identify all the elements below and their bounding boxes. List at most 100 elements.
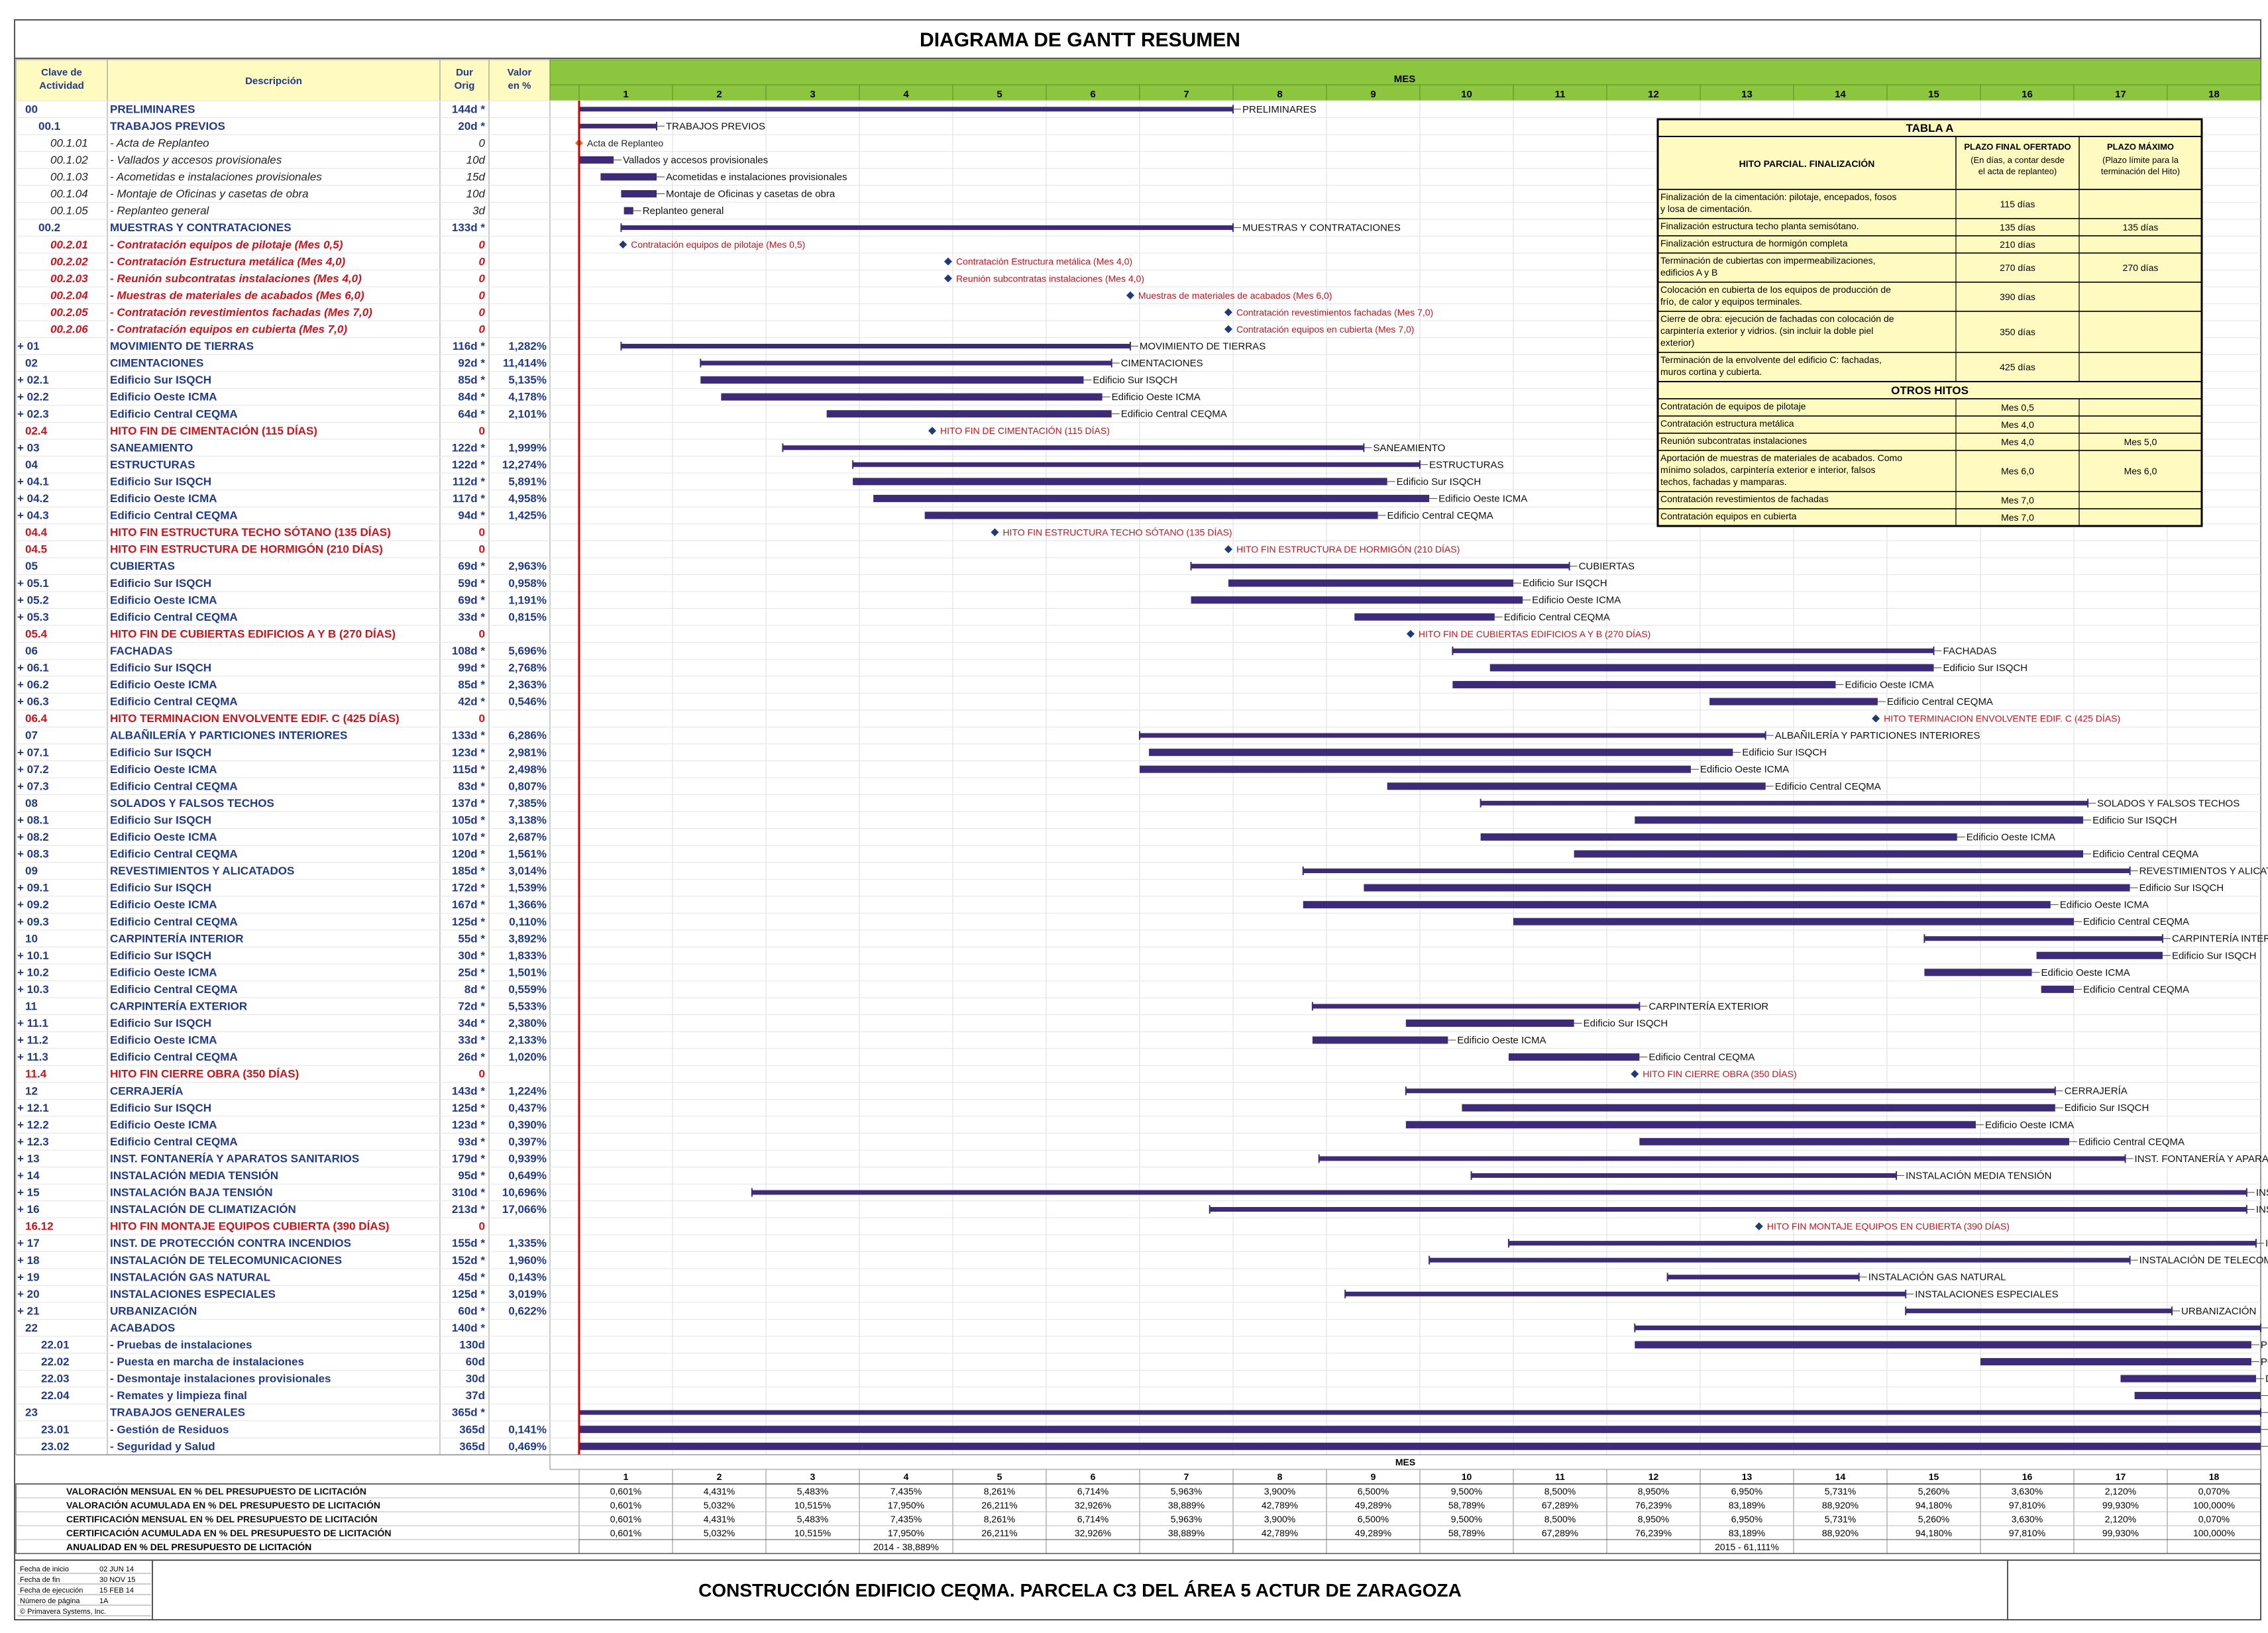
bar-label: MUESTRAS Y CONTRATACIONES <box>1242 223 1401 234</box>
summary-month: 18 <box>2209 1471 2220 1482</box>
bar-label: CARPINTERÍA EXTERIOR <box>1648 1001 1768 1012</box>
table-text: carpintería exterior y vidrios. (sin inc… <box>1660 325 1873 336</box>
milestone-label: HITO FIN ESTRUCTURA TECHO SÓTANO (135 DÍ… <box>1002 527 1232 538</box>
table-text: mínimo solados, carpintería exterior e i… <box>1660 464 1875 475</box>
table-a-ofertado: 210 días <box>2000 239 2035 250</box>
gantt-bar <box>1452 648 1934 653</box>
activity-duration: 130d <box>459 1339 485 1351</box>
activity-description: INST. DE PROTECCIÓN CONTRA INCENDIOS <box>110 1237 351 1249</box>
gantt-bar <box>1228 579 1513 587</box>
summary-row-label: VALORACIÓN MENSUAL EN % DEL PRESUPUESTO … <box>66 1485 366 1497</box>
activity-duration: 365d <box>459 1440 485 1453</box>
bar-label: Edificio Oeste ICMA <box>1985 1120 2074 1131</box>
summary-value: 5,963% <box>1171 1486 1202 1497</box>
activity-code: + 12.2 <box>17 1118 49 1131</box>
activity-code: 02.4 <box>25 425 48 437</box>
summary-value: 76,239% <box>1635 1500 1672 1510</box>
anualidad-2015: 2015 - 61,111% <box>1715 1542 1779 1552</box>
activity-code: + 06.3 <box>17 696 49 708</box>
gantt-bar <box>1405 1019 1574 1027</box>
summary-value: 49,289% <box>1355 1528 1391 1538</box>
svg-text:Actividad: Actividad <box>39 80 84 91</box>
activity-duration: 0 <box>479 272 486 285</box>
summary-value: 0,601% <box>610 1528 641 1538</box>
activity-code: 06 <box>25 645 38 657</box>
activity-code: 22.01 <box>41 1339 70 1351</box>
summary-value: 67,289% <box>1542 1500 1578 1510</box>
activity-value: 2,363% <box>508 678 547 691</box>
activity-code: + 09.1 <box>17 882 49 894</box>
table-text: Finalización estructura techo planta sem… <box>1660 221 1859 231</box>
table-text: muros cortina y cubierta. <box>1660 366 1762 377</box>
activity-description: Edificio Oeste ICMA <box>110 898 217 911</box>
bar-label: CIMENTACIONES <box>1121 358 1203 369</box>
activity-code: 23.02 <box>41 1440 70 1453</box>
gantt-bar <box>873 494 1430 502</box>
gantt-bar <box>1452 680 1836 688</box>
activity-duration: 69d * <box>458 560 485 572</box>
activity-value: 1,501% <box>508 966 547 978</box>
month-tick-label: 12 <box>1648 89 1659 100</box>
activity-duration: 137d * <box>452 797 485 810</box>
gantt-bar <box>1480 833 1957 841</box>
gantt-bar <box>1462 1104 2055 1112</box>
activity-value: 1,191% <box>508 594 547 606</box>
gantt-bar <box>579 123 657 129</box>
activity-duration: 45d * <box>458 1271 485 1283</box>
activity-description: HITO FIN DE CUBIERTAS EDIFICIOS A Y B (2… <box>110 627 396 640</box>
milestone-label: Reunión subcontratas instalaciones (Mes … <box>956 273 1144 284</box>
activity-code: 00.2.04 <box>50 289 88 301</box>
summary-value: 49,289% <box>1355 1500 1391 1510</box>
gantt-bar <box>1635 1325 2261 1330</box>
gantt-bar <box>1191 596 1523 604</box>
activity-code: + 10.3 <box>17 983 49 996</box>
activity-code: + 10.1 <box>17 949 49 962</box>
summary-value: 5,963% <box>1171 1514 1202 1524</box>
activity-value: 0,815% <box>508 611 547 623</box>
activity-value: 3,138% <box>508 814 547 826</box>
header-clave <box>15 59 108 101</box>
activity-description: Edificio Central CEQMA <box>110 611 238 623</box>
activity-duration: 0 <box>479 136 486 149</box>
header-descripcion-label: Descripción <box>245 76 302 87</box>
gantt-bar <box>1508 1241 2256 1246</box>
activity-duration: 0 <box>479 255 486 268</box>
activity-duration: 8d * <box>464 983 486 996</box>
bar-label: Edificio Central CEQMA <box>1775 781 1881 792</box>
activity-value: 0,807% <box>508 780 547 792</box>
activity-duration: 59d * <box>458 577 485 590</box>
activity-duration: 25d * <box>458 966 485 978</box>
gantt-bar <box>1405 1121 1976 1129</box>
activity-duration: 64d * <box>458 407 485 420</box>
activity-code: + 05.2 <box>17 594 49 606</box>
bar-label: Edificio Oeste ICMA <box>1112 392 1201 403</box>
bar-label: INSTALACIÓN GAS NATURAL <box>1868 1272 2006 1283</box>
activity-code: 00.1.02 <box>50 154 88 166</box>
table-text: Contratación estructura metálica <box>1660 418 1794 429</box>
bar-label: Edificio Sur ISQCH <box>2139 882 2224 894</box>
svg-text:Orig: Orig <box>455 80 475 91</box>
summary-value: 67,289% <box>1542 1528 1578 1538</box>
activity-value: 2,133% <box>508 1034 547 1047</box>
activity-duration: 123d * <box>452 746 485 759</box>
activity-code: + 07.1 <box>17 746 49 759</box>
activity-description: - Seguridad y Salud <box>110 1440 215 1453</box>
table-text: Finalización de la cimentación: pilotaje… <box>1660 191 1896 202</box>
summary-month: 13 <box>1742 1471 1753 1482</box>
table-text: (En días, a contar desde <box>1971 155 2065 165</box>
gantt-bar <box>1209 1207 2247 1212</box>
table-a-ofertado: Mes 7,0 <box>2001 495 2034 505</box>
activity-description: ALBAÑILERÍA Y PARTICIONES INTERIORES <box>110 729 347 742</box>
activity-value: 2,498% <box>508 763 547 776</box>
activity-code: + 15 <box>17 1186 40 1199</box>
month-tick-label: 17 <box>2115 89 2126 100</box>
month-tick-label: 11 <box>1555 89 1566 100</box>
gantt-bar <box>2041 985 2074 993</box>
activity-duration: 310d * <box>452 1186 485 1199</box>
activity-code: 09 <box>25 865 38 877</box>
activity-description: - Remates y limpieza final <box>110 1389 247 1402</box>
summary-month: 2 <box>717 1471 722 1482</box>
activity-duration: 72d * <box>458 1000 485 1013</box>
activity-duration: 172d * <box>452 882 485 894</box>
table-a-col-ofertado: PLAZO FINAL OFERTADO <box>1964 142 2071 152</box>
